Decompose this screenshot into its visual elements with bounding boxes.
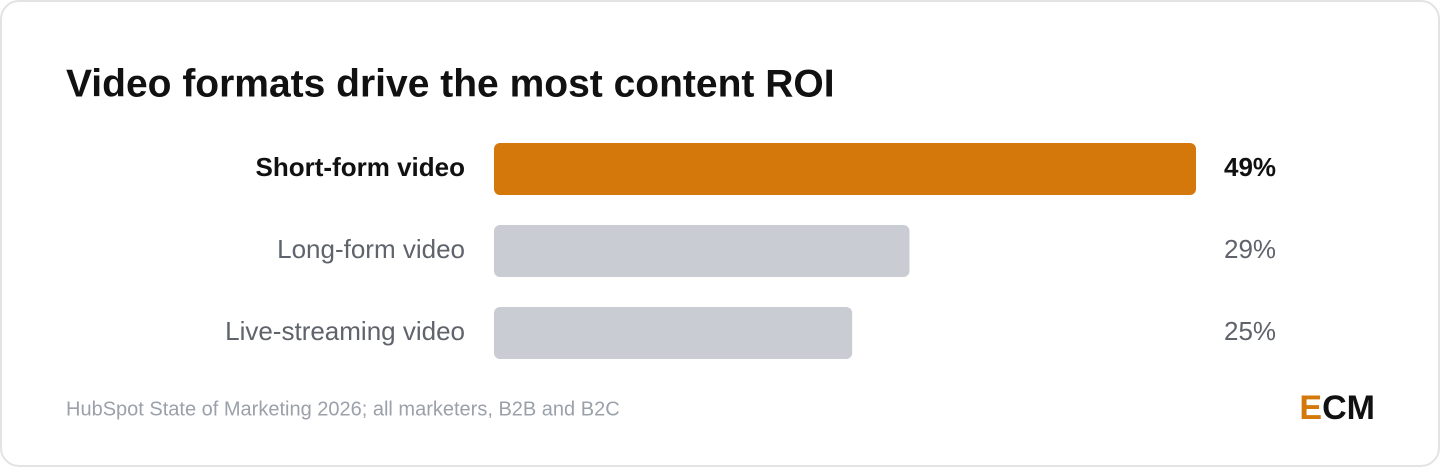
bar bbox=[494, 307, 853, 359]
value-label: 29% bbox=[1224, 234, 1276, 264]
category-label: Live-streaming video bbox=[225, 316, 465, 346]
logo: ECM bbox=[1299, 389, 1375, 427]
value-label: 49% bbox=[1224, 152, 1276, 182]
logo-rest: CM bbox=[1322, 389, 1375, 427]
category-label: Short-form video bbox=[256, 152, 465, 182]
value-label: 25% bbox=[1224, 316, 1276, 346]
category-label: Long-form video bbox=[277, 234, 465, 264]
bar bbox=[494, 143, 1196, 195]
bar bbox=[494, 225, 910, 277]
logo-accent: E bbox=[1299, 389, 1322, 427]
source: HubSpot State of Marketing 2026; all mar… bbox=[66, 398, 620, 420]
chart-title: Video formats drive the most content ROI bbox=[66, 62, 835, 105]
